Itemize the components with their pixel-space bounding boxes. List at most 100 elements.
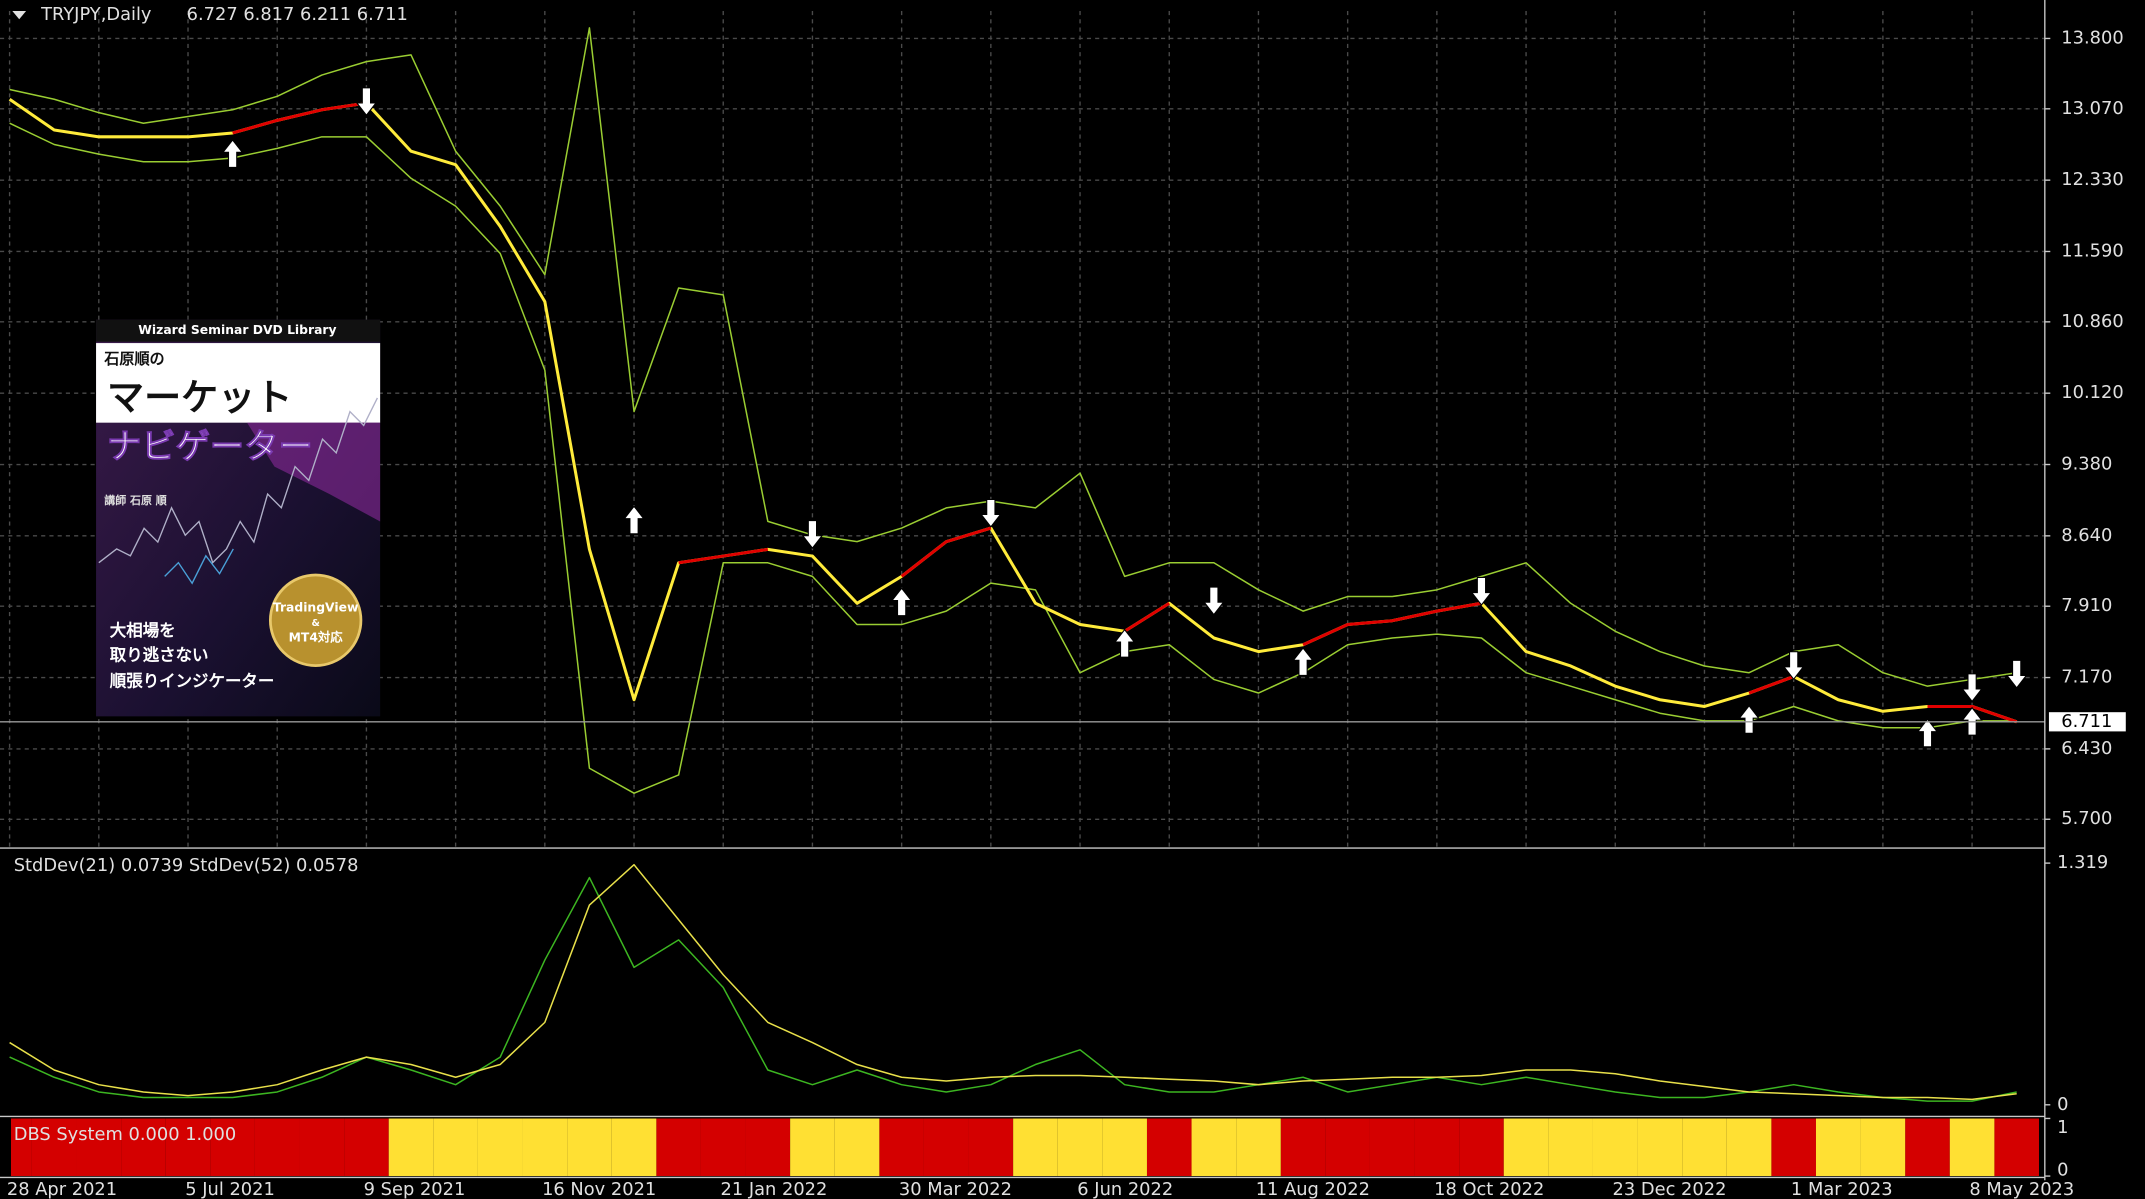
arrow-down	[1203, 586, 1225, 616]
y-tick-label: 10.120	[2061, 382, 2123, 403]
y-tick-label: 7.170	[2061, 667, 2112, 688]
ad-tagline: 大相場を	[110, 621, 176, 640]
ad-top-band	[96, 319, 381, 342]
signal-bar	[1280, 1118, 1326, 1177]
x-tick-label: 18 Oct 2022	[1434, 1179, 1544, 1199]
signal-bar	[700, 1118, 746, 1177]
signal-bar	[165, 1118, 211, 1177]
x-tick-label: 23 Dec 2022	[1613, 1179, 1727, 1199]
y-tick-label: 0	[2057, 1160, 2068, 1181]
ad-decoration	[247, 422, 381, 522]
signal-bar	[1057, 1118, 1103, 1177]
series-line	[9, 27, 2017, 687]
ad-title: マーケット	[107, 376, 292, 419]
y-tick-label: 6.430	[2061, 738, 2112, 759]
signal-bar	[477, 1118, 523, 1177]
ad-badge-text: TradingView	[273, 600, 359, 614]
signal-bar	[1459, 1118, 1504, 1177]
arrow-up	[1738, 704, 1760, 734]
signal-bar	[1102, 1118, 1147, 1177]
arrow-down	[1961, 673, 1983, 703]
ad-title-box	[96, 343, 381, 423]
series-line	[9, 876, 2017, 1102]
y-tick-label: 0	[2057, 1094, 2068, 1115]
arrow-up	[1916, 718, 1939, 748]
signal-bar	[879, 1118, 924, 1177]
arrow-up	[1292, 647, 1314, 676]
series-line	[9, 863, 2017, 1101]
indicator-title: StdDev(21) 0.0739 StdDev(52) 0.0578	[14, 855, 359, 876]
ad-author: 石原順の	[103, 350, 164, 368]
arrow-down	[980, 498, 1002, 528]
signal-bar	[1905, 1118, 1950, 1177]
signal-bar	[656, 1118, 701, 1177]
x-tick-label: 21 Jan 2022	[720, 1179, 827, 1199]
signal-bar	[1682, 1118, 1727, 1177]
signal-bar	[388, 1118, 434, 1177]
y-tick-label: 13.800	[2061, 27, 2123, 48]
signal-bar	[344, 1118, 389, 1177]
signal-bar	[834, 1118, 880, 1177]
panel	[10, 1118, 2039, 1177]
x-tick-label: 6 Jun 2022	[1077, 1179, 1173, 1199]
signal-bar	[1325, 1118, 1370, 1177]
signal-bar	[1146, 1118, 1192, 1177]
y-tick-label: 13.070	[2061, 98, 2123, 119]
signal-bar	[254, 1118, 300, 1177]
ad-tagline: 順張りインジケーター	[109, 672, 275, 691]
x-tick-label: 5 Jul 2021	[185, 1179, 275, 1199]
ad-chart-art	[98, 397, 379, 564]
y-tick-label: 1	[2057, 1117, 2068, 1138]
series-line	[9, 122, 2017, 794]
arrow-up	[1113, 628, 1136, 658]
x-tick-label: 30 Mar 2022	[899, 1179, 1012, 1199]
symbol-title: TRYJPY,Daily	[40, 4, 152, 25]
signal-bar	[76, 1118, 122, 1177]
plot-area: 28 Apr 2021 5 Jul 2021 9 Sep 2021 16 Nov 20…	[0, 10, 2126, 1199]
signal-bar	[790, 1118, 835, 1177]
arrow-down	[801, 520, 824, 549]
ohlc-values: 6.727 6.817 6.211 6.711	[187, 4, 408, 25]
signal-bar	[433, 1118, 478, 1177]
signal-bar	[1815, 1118, 1861, 1177]
y-tick-label: 12.330	[2061, 169, 2123, 190]
x-tick-label: 11 Aug 2022	[1256, 1179, 1370, 1199]
collapse-icon[interactable]	[12, 10, 27, 20]
x-tick-label: 28 Apr 2021	[7, 1179, 117, 1199]
signal-bar	[121, 1118, 166, 1177]
arrow-up	[890, 587, 913, 617]
signal-bar	[1414, 1118, 1460, 1177]
signal-bar	[299, 1118, 345, 1177]
signal-bar	[1637, 1118, 1683, 1177]
y-tick-label: 7.910	[2061, 595, 2112, 616]
ad-series: Wizard Seminar DVD Library	[138, 323, 336, 337]
ad-lecturer: 講師 石原 順	[104, 493, 168, 507]
signal-bar	[1771, 1118, 1816, 1177]
arrow-down	[355, 87, 378, 117]
arrow-up	[623, 505, 645, 535]
signal-bar	[1860, 1118, 1906, 1177]
arrow-down	[1782, 651, 1805, 681]
signal-bar	[745, 1118, 791, 1177]
signal-bar	[1994, 1118, 2039, 1177]
y-tick-label: 5.700	[2061, 808, 2112, 829]
ad-badge-text: &	[311, 618, 319, 629]
ad-badge	[268, 573, 363, 667]
signal-bar	[522, 1118, 568, 1177]
signal-bar	[10, 1118, 32, 1177]
last-price-box	[2048, 712, 2126, 732]
arrow-down	[2005, 659, 2028, 689]
panel	[9, 863, 2017, 1102]
panel	[0, 10, 2045, 847]
x-tick-label: 16 Nov 2021	[542, 1179, 656, 1199]
signal-bar	[1592, 1118, 1638, 1177]
signal-bar	[1949, 1118, 1995, 1177]
signal-bar	[923, 1118, 969, 1177]
indicator-title: DBS System 0.000 1.000	[14, 1124, 237, 1145]
signal-bar	[1503, 1118, 1549, 1177]
signal-bar	[611, 1118, 657, 1177]
signal-bar	[1013, 1118, 1058, 1177]
series-line	[232, 101, 2018, 724]
